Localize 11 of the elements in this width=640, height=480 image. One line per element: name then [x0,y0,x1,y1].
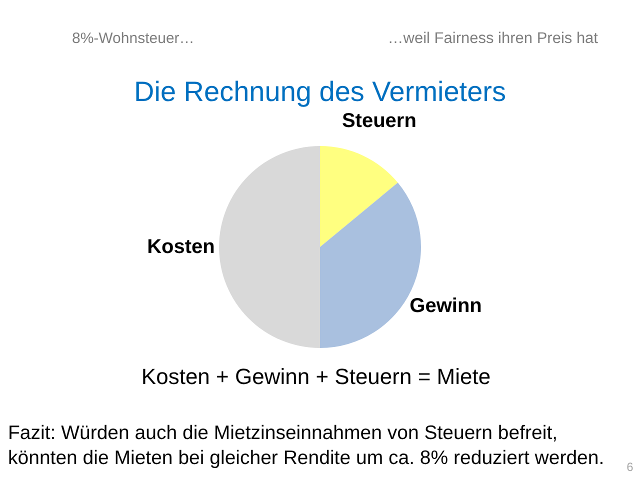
text: Kosten + Gewinn + Steuern = Miete [141,364,491,389]
slice-label: Kosten [147,236,215,258]
text: 6 [626,460,634,474]
slice-label: Steuern [342,110,416,132]
pie-slice [219,146,320,348]
pie-slice [320,146,398,247]
chart-title: Die Rechnung des Vermieters [134,76,506,107]
slice-label: Gewinn [410,295,482,318]
text: 8%-Wohnsteuer… [72,30,194,47]
text: …weil Fairness ihren Preis hat [388,30,599,47]
text: Fazit: Würden auch die Mietzinseinnahmen von Steuern befreit, könnten die Mieten bei gleicher Rendite um ca. 8% reduziert werden. [8,422,604,469]
